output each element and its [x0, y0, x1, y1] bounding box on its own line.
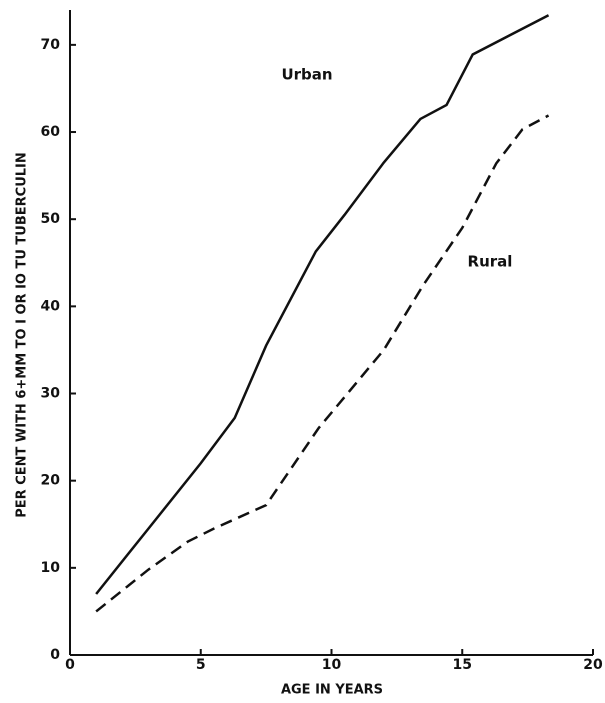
series-label: Rural	[468, 253, 513, 271]
y-tick-label: 0	[50, 647, 60, 663]
x-tick-label: 0	[65, 657, 75, 673]
x-tick-label: 5	[196, 657, 206, 673]
y-tick-label: 50	[41, 211, 61, 227]
y-axis-label: PER CENT WITH 6+MM TO I OR IO TU TUBERCU…	[15, 152, 30, 518]
x-tick-label: 15	[453, 657, 472, 673]
y-tick-label: 40	[41, 298, 61, 314]
line-series	[95, 14, 550, 595]
series-label: Urban	[281, 66, 332, 84]
line-series	[95, 114, 550, 613]
y-tick-label: 70	[41, 37, 61, 53]
y-tick-label: 60	[41, 124, 61, 140]
y-tick-label: 30	[41, 386, 61, 402]
x-tick-label: 20	[583, 657, 603, 673]
y-tick-label: 10	[41, 560, 61, 576]
x-tick-label: 10	[322, 657, 342, 673]
x-axis-label: AGE IN YEARS	[281, 683, 383, 698]
y-tick-label: 20	[41, 473, 61, 489]
